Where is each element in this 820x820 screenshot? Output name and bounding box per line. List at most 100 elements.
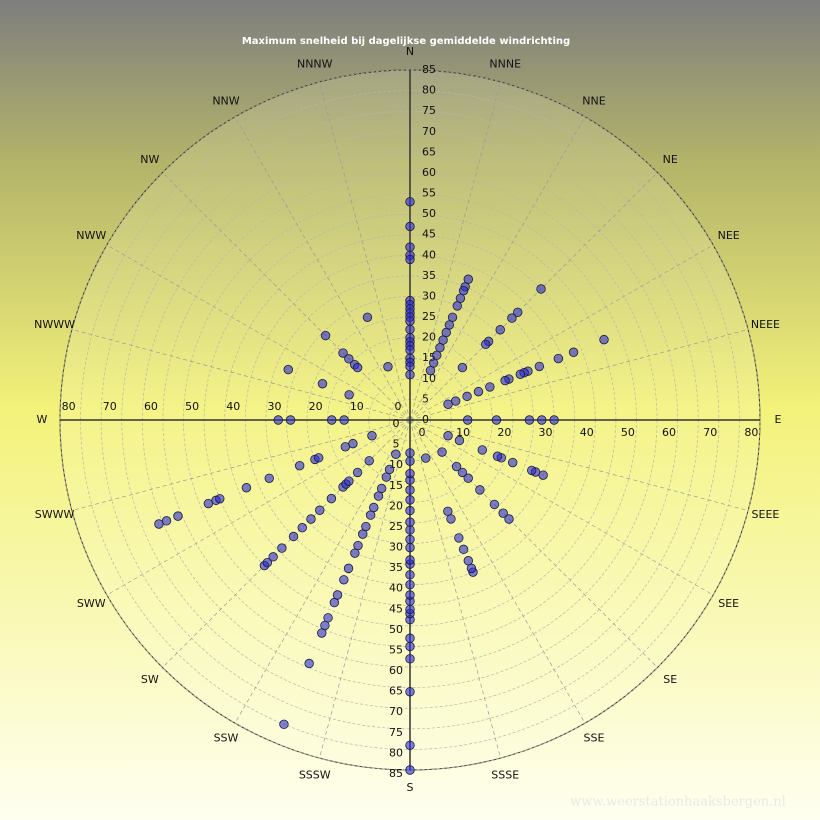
direction-label: NE xyxy=(663,153,678,166)
data-point xyxy=(507,313,517,323)
data-point xyxy=(364,456,374,466)
data-point xyxy=(491,415,502,425)
data-point xyxy=(553,353,564,364)
h-tick-label: 80 xyxy=(744,426,758,439)
data-point xyxy=(458,544,469,555)
data-point xyxy=(369,502,379,513)
data-point xyxy=(473,386,484,397)
data-point xyxy=(315,505,325,515)
data-point xyxy=(384,464,395,475)
data-point xyxy=(297,523,307,533)
r-tick-label: 30 xyxy=(389,541,403,554)
r-tick-label: 30 xyxy=(422,289,436,302)
r-tick-label: 50 xyxy=(422,207,436,220)
data-point xyxy=(215,494,225,504)
data-point xyxy=(405,580,415,590)
data-point xyxy=(463,473,473,483)
h-tick-label: 0 xyxy=(419,426,426,439)
data-point xyxy=(313,453,324,463)
data-point xyxy=(367,431,377,441)
direction-label: SSE xyxy=(584,732,605,745)
r-tick-label: 20 xyxy=(389,499,403,512)
h-tick-label: 50 xyxy=(185,400,199,413)
data-point xyxy=(405,654,415,664)
data-point xyxy=(454,533,464,543)
data-point xyxy=(462,415,473,425)
spoke xyxy=(319,419,411,759)
direction-label: NEE xyxy=(718,229,740,242)
data-point xyxy=(405,517,415,527)
direction-label: SWWW xyxy=(35,508,75,521)
h-tick-label: 20 xyxy=(309,400,323,413)
data-point xyxy=(405,197,415,207)
data-point xyxy=(294,460,305,471)
data-point xyxy=(405,590,415,600)
direction-label: SSSW xyxy=(299,768,331,781)
data-point xyxy=(352,362,363,373)
spoke xyxy=(234,116,411,421)
r-tick-label: 60 xyxy=(389,664,403,677)
r-tick-label: 80 xyxy=(389,746,403,759)
direction-label: SSW xyxy=(214,732,239,745)
data-point xyxy=(515,369,526,380)
data-point xyxy=(241,483,252,493)
direction-label: N xyxy=(406,45,414,58)
r-tick-label: 35 xyxy=(422,269,436,282)
data-point xyxy=(481,339,491,349)
data-point xyxy=(405,570,415,580)
data-point xyxy=(405,324,415,335)
r-tick-label: 45 xyxy=(422,228,436,241)
data-point xyxy=(173,511,183,521)
h-tick-label: 70 xyxy=(703,426,717,439)
data-point xyxy=(405,242,415,252)
data-point xyxy=(425,365,436,376)
r-tick-label: 35 xyxy=(389,561,403,574)
r-tick-label: 55 xyxy=(422,187,436,200)
direction-label: SEE xyxy=(718,597,739,610)
data-point xyxy=(527,465,537,476)
spoke xyxy=(409,419,501,759)
data-point xyxy=(452,301,462,311)
data-point xyxy=(405,254,415,265)
data-point xyxy=(405,534,415,545)
direction-label: S xyxy=(407,781,414,794)
h-tick-label: 10 xyxy=(350,400,364,413)
r-tick-label: 45 xyxy=(389,602,403,615)
data-point xyxy=(405,505,415,516)
data-point xyxy=(405,485,415,495)
data-point xyxy=(421,453,431,463)
data-point xyxy=(405,221,415,232)
data-point xyxy=(443,506,453,517)
data-point xyxy=(332,590,343,600)
data-point xyxy=(454,435,465,446)
data-point xyxy=(262,557,273,568)
data-point xyxy=(504,514,514,524)
spoke xyxy=(106,419,411,596)
data-point xyxy=(339,575,349,585)
data-point xyxy=(489,499,500,510)
data-point xyxy=(405,370,415,380)
data-point xyxy=(161,516,172,526)
r-tick-label: 70 xyxy=(422,125,436,138)
data-point xyxy=(485,382,495,392)
r-tick-label: 40 xyxy=(389,582,403,595)
data-point xyxy=(391,449,401,459)
data-point xyxy=(338,348,348,358)
h-tick-label: 30 xyxy=(539,426,553,439)
data-point xyxy=(264,473,274,484)
direction-label: SEEE xyxy=(752,508,780,521)
data-point xyxy=(344,390,354,400)
direction-label: E xyxy=(775,413,782,426)
r-tick-label: 0 xyxy=(422,413,429,426)
data-point xyxy=(599,334,609,345)
data-point xyxy=(405,542,415,553)
data-point xyxy=(273,415,283,425)
data-point xyxy=(326,493,337,504)
r-tick-label: 10 xyxy=(422,372,436,385)
data-point xyxy=(361,521,371,532)
data-point xyxy=(405,555,415,565)
h-tick-label: 30 xyxy=(267,400,281,413)
r-tick-label: 40 xyxy=(422,248,436,261)
data-point xyxy=(549,415,559,425)
r-tick-label: 20 xyxy=(422,331,436,344)
